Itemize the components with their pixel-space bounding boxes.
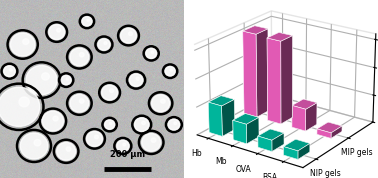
Circle shape (104, 42, 107, 44)
Circle shape (146, 48, 156, 58)
Circle shape (66, 78, 69, 80)
Circle shape (42, 111, 64, 131)
Circle shape (94, 135, 98, 139)
Circle shape (117, 140, 129, 152)
Circle shape (57, 28, 60, 32)
Circle shape (70, 48, 89, 66)
Circle shape (168, 119, 180, 130)
Circle shape (98, 39, 110, 50)
Circle shape (26, 66, 57, 95)
Circle shape (105, 120, 115, 129)
Circle shape (121, 28, 136, 43)
Circle shape (19, 97, 29, 107)
Circle shape (142, 134, 161, 151)
Circle shape (129, 32, 132, 36)
Circle shape (174, 122, 177, 125)
Circle shape (70, 94, 89, 112)
Circle shape (142, 121, 145, 125)
Circle shape (110, 89, 113, 93)
Circle shape (151, 138, 156, 142)
Circle shape (87, 131, 102, 146)
Circle shape (165, 67, 175, 76)
Circle shape (49, 25, 65, 40)
Circle shape (79, 53, 84, 57)
Circle shape (110, 122, 112, 125)
Circle shape (23, 39, 29, 44)
Circle shape (102, 85, 118, 100)
Circle shape (57, 142, 76, 160)
Circle shape (79, 99, 84, 103)
Circle shape (10, 33, 35, 56)
Circle shape (123, 143, 126, 146)
Circle shape (135, 118, 149, 131)
Circle shape (61, 75, 71, 85)
Text: 200 μm: 200 μm (110, 150, 145, 159)
Circle shape (87, 19, 89, 21)
Circle shape (0, 87, 40, 126)
Circle shape (129, 74, 143, 86)
Circle shape (170, 69, 172, 71)
Circle shape (4, 66, 15, 77)
Circle shape (82, 17, 92, 26)
Circle shape (161, 99, 165, 103)
Circle shape (9, 69, 12, 71)
Circle shape (136, 77, 139, 80)
Circle shape (152, 95, 170, 112)
Circle shape (42, 73, 49, 80)
Circle shape (34, 140, 41, 146)
Circle shape (66, 147, 71, 151)
Circle shape (151, 51, 154, 53)
Circle shape (20, 133, 48, 159)
Circle shape (53, 116, 58, 121)
